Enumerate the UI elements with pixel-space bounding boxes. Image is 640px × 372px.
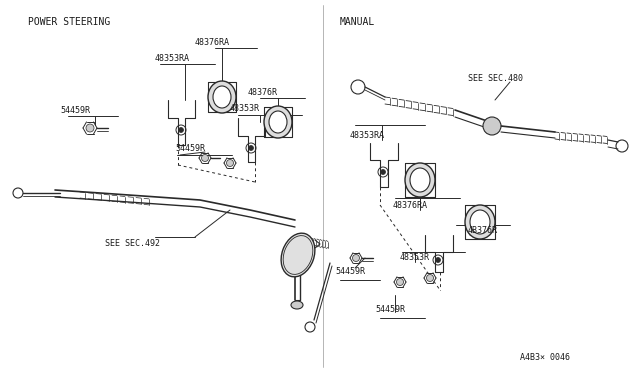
Circle shape [353,254,360,262]
Ellipse shape [269,111,287,133]
Circle shape [397,279,403,285]
Ellipse shape [410,168,430,192]
Ellipse shape [264,106,292,138]
Circle shape [381,170,385,174]
Circle shape [202,154,209,161]
Text: 48376RA: 48376RA [393,201,428,209]
Text: POWER STEERING: POWER STEERING [28,17,110,27]
Ellipse shape [291,301,303,309]
Text: 48353R: 48353R [400,253,430,263]
Text: 54459R: 54459R [60,106,90,115]
Text: SEE SEC.492: SEE SEC.492 [105,238,160,247]
Circle shape [435,257,440,263]
Text: MANUAL: MANUAL [340,17,375,27]
Text: 48376R: 48376R [248,87,278,96]
Circle shape [86,124,94,132]
Circle shape [483,117,501,135]
Ellipse shape [281,233,315,277]
Circle shape [227,160,234,167]
Circle shape [179,128,184,132]
Text: SEE SEC.480: SEE SEC.480 [468,74,523,83]
Ellipse shape [470,210,490,234]
Text: 54459R: 54459R [175,144,205,153]
Text: A4B3× 0046: A4B3× 0046 [520,353,570,362]
Ellipse shape [465,205,495,239]
Ellipse shape [405,163,435,197]
Circle shape [426,275,433,282]
Text: 54459R: 54459R [335,267,365,276]
Text: 48353RA: 48353RA [350,131,385,140]
Ellipse shape [213,86,231,108]
Text: 54459R: 54459R [375,305,405,314]
Circle shape [248,145,253,151]
Text: 48353R: 48353R [230,103,260,112]
Text: 48353RA: 48353RA [155,54,190,62]
Ellipse shape [208,81,236,113]
Text: 48376RA: 48376RA [195,38,230,46]
Text: 4B376R: 4B376R [468,225,498,234]
